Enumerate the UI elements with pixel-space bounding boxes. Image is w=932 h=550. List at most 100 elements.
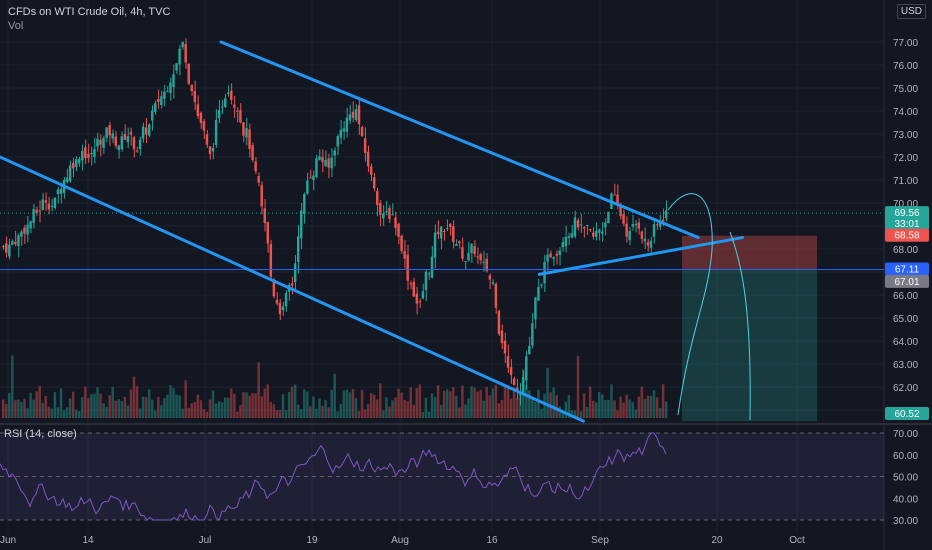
position-box[interactable]: [682, 235, 817, 422]
volume-bar: [44, 395, 48, 418]
volume-bar: [309, 406, 312, 418]
volume-bar: [655, 397, 659, 418]
candle: [193, 90, 197, 103]
candle: [205, 134, 209, 145]
volume-bar: [591, 400, 595, 418]
price-label: [885, 206, 929, 231]
candle: [44, 200, 48, 203]
candle: [290, 283, 294, 286]
volume-bar: [190, 403, 193, 418]
price-label-text: 60.52: [894, 409, 919, 420]
candle: [391, 214, 394, 216]
candle: [32, 208, 35, 223]
volume-bar: [327, 407, 330, 418]
candle: [369, 166, 373, 175]
volume-bar: [214, 403, 218, 418]
trendlines[interactable]: [0, 40, 884, 423]
candle: [8, 244, 11, 257]
currency-badge[interactable]: USD: [896, 4, 926, 19]
volume-bar: [640, 386, 644, 418]
candle: [2, 246, 5, 248]
volume-bar: [2, 399, 5, 418]
volume-bar: [458, 407, 461, 418]
candle: [512, 378, 516, 385]
candle: [199, 112, 203, 124]
candle: [415, 293, 419, 304]
candle: [400, 235, 403, 251]
volume-bar: [293, 384, 297, 418]
volume-bar: [485, 386, 488, 418]
volume-bar: [354, 398, 358, 418]
candle: [464, 261, 467, 263]
symbol-title[interactable]: CFDs on WTI Crude Oil, 4h, TVC: [8, 6, 171, 18]
price-tick: 74.00: [893, 107, 918, 118]
candle: [628, 231, 631, 241]
candle: [47, 203, 51, 210]
candle: [357, 105, 361, 125]
candle: [427, 273, 431, 275]
candle: [160, 96, 163, 106]
volume-bar: [199, 400, 203, 418]
volume-bar: [534, 402, 537, 418]
candle: [646, 242, 650, 246]
candle: [549, 253, 552, 258]
candle: [388, 207, 391, 219]
candle: [528, 345, 531, 355]
candle: [175, 63, 178, 71]
volume-bar: [573, 410, 577, 418]
rsi-line: [0, 432, 667, 521]
volume-bar: [321, 405, 324, 418]
volume-bar: [117, 399, 121, 418]
volume-bar: [290, 386, 294, 418]
candle: [497, 310, 501, 334]
volume-bar: [303, 389, 306, 418]
rsi-label[interactable]: RSI (14, close): [4, 428, 77, 440]
volume-bar: [482, 400, 485, 418]
candle: [652, 224, 656, 237]
candle: [476, 256, 479, 258]
candle: [455, 244, 458, 246]
projection-curve: [667, 193, 713, 416]
volume-bar: [558, 406, 561, 418]
volume-bar: [506, 385, 510, 418]
candle: [312, 175, 315, 180]
candle: [196, 104, 200, 117]
candle: [403, 251, 406, 259]
price-label-text: 67.11: [895, 265, 920, 276]
candle: [59, 188, 63, 194]
candle: [342, 128, 346, 132]
candle: [135, 150, 139, 152]
candle: [293, 263, 297, 283]
candle: [488, 275, 492, 280]
volume-bar: [400, 392, 403, 418]
candle: [29, 221, 32, 229]
candle: [151, 110, 154, 121]
candle: [595, 230, 598, 237]
volume-bar: [193, 401, 197, 418]
candle: [172, 74, 175, 88]
volume-bar: [41, 402, 44, 418]
volume-bar: [631, 402, 634, 418]
candle: [534, 297, 537, 320]
volume-bar: [220, 402, 224, 418]
candle: [424, 271, 428, 291]
price-tick: 65.00: [893, 314, 918, 325]
volume-bar: [576, 355, 580, 418]
candle: [315, 158, 318, 177]
volume-bar: [300, 409, 303, 418]
countdown-text: 33:01: [894, 219, 919, 230]
volume-bar: [333, 373, 336, 418]
candle: [114, 136, 117, 146]
volume-bar: [8, 393, 11, 418]
candle: [564, 237, 568, 247]
volume-bar: [227, 397, 230, 418]
volume-bar: [430, 393, 434, 418]
volume-bar: [111, 386, 114, 418]
candle: [284, 293, 288, 307]
volume-bar: [239, 404, 242, 418]
candle: [269, 244, 273, 277]
volume-bar: [260, 396, 263, 418]
candle: [23, 227, 26, 234]
